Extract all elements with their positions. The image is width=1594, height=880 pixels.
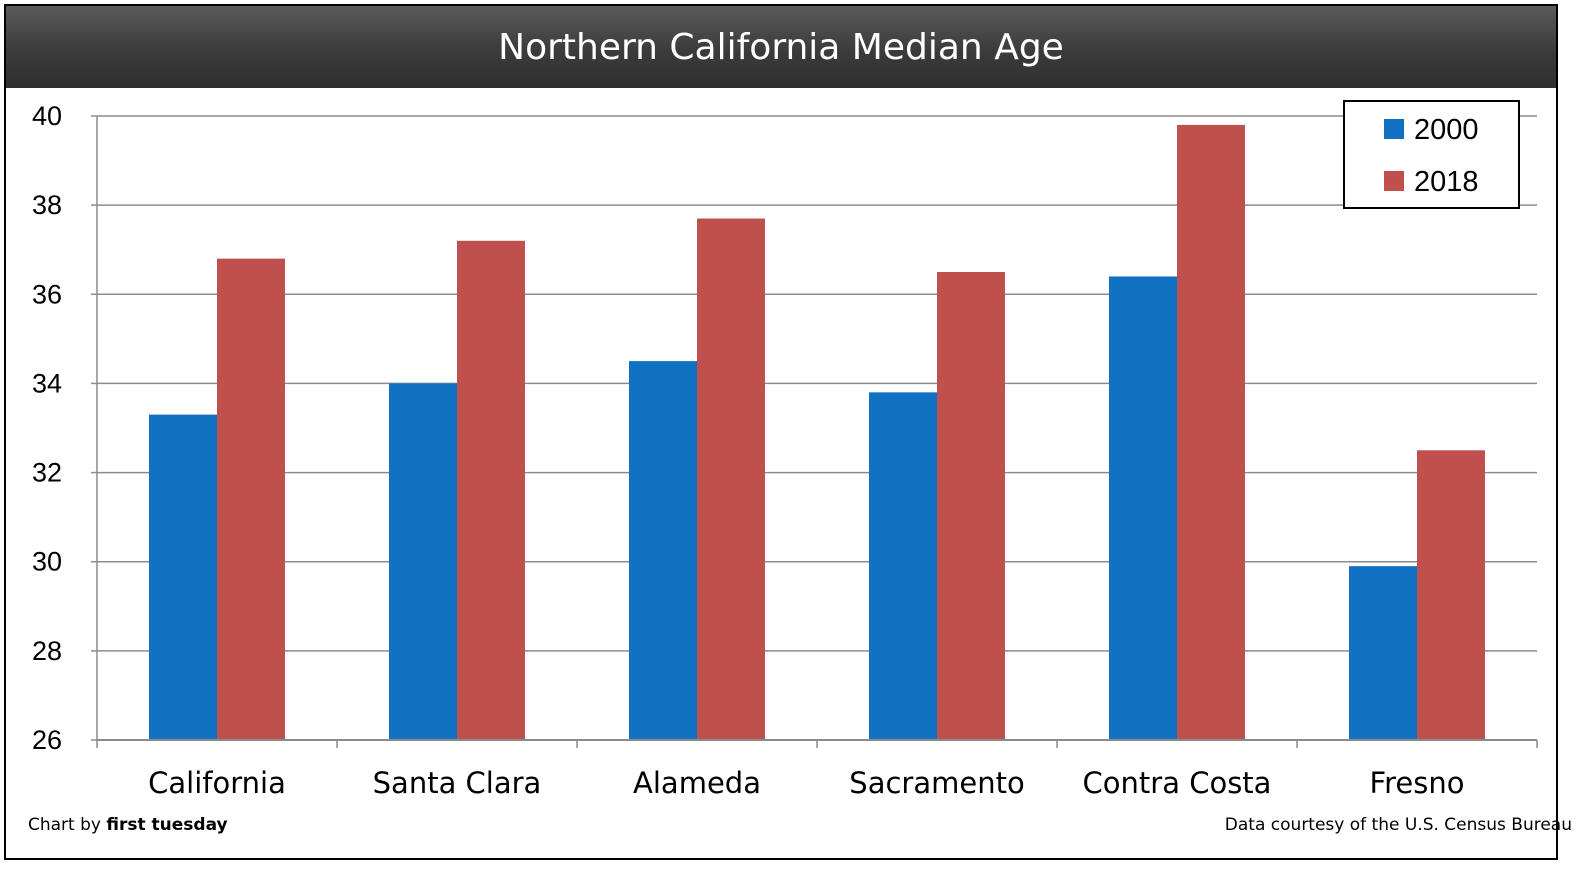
bar-2000-fresno bbox=[1349, 566, 1417, 740]
bar-2000-alameda bbox=[629, 361, 697, 740]
y-tick-label: 38 bbox=[32, 190, 62, 220]
bar-2018-alameda bbox=[697, 218, 765, 740]
gridlines bbox=[97, 115, 1537, 652]
x-tick-label: Alameda bbox=[633, 766, 761, 800]
bar-2018-fresno bbox=[1417, 450, 1485, 740]
x-tick-label: Fresno bbox=[1370, 766, 1465, 800]
x-axis bbox=[96, 739, 1538, 748]
bar-2018-santa-clara bbox=[457, 240, 525, 741]
y-tick-label: 34 bbox=[32, 368, 62, 398]
y-tick-label: 36 bbox=[32, 279, 62, 309]
bar-2000-santa-clara bbox=[389, 383, 457, 740]
legend-label-2018: 2018 bbox=[1414, 166, 1479, 198]
legend-label-2000: 2000 bbox=[1414, 114, 1479, 146]
legend-swatch-2000 bbox=[1384, 119, 1404, 139]
x-tick-label: California bbox=[148, 766, 286, 800]
chart-title: Northern California Median Age bbox=[6, 6, 1556, 88]
legend-swatch-2018 bbox=[1384, 171, 1404, 191]
bars bbox=[149, 124, 1485, 741]
data-source: Data courtesy of the U.S. Census Bureau bbox=[1224, 815, 1572, 835]
chart-credit-prefix: Chart by bbox=[28, 815, 107, 835]
y-tick-label: 28 bbox=[32, 636, 62, 666]
x-axis-labels: California Santa Clara Alameda Sacramento Co… bbox=[148, 766, 1464, 800]
bar-2000-contra-costa bbox=[1109, 276, 1177, 740]
x-tick-label: Sacramento bbox=[849, 766, 1024, 800]
y-tick-label: 30 bbox=[32, 547, 62, 577]
bar-2018-sacramento bbox=[937, 272, 1005, 740]
bar-2000-california bbox=[149, 414, 217, 740]
y-tick-label: 26 bbox=[32, 725, 62, 755]
legend-box bbox=[1343, 100, 1520, 209]
bar-2018-contra-costa bbox=[1177, 124, 1245, 740]
y-axis-ticks: 26 28 30 32 34 36 38 40 bbox=[32, 101, 98, 755]
bar-2018-california bbox=[217, 258, 285, 740]
legend: 2000 2018 bbox=[1343, 100, 1520, 209]
chart-credit-brand: first tuesday bbox=[106, 815, 228, 835]
y-tick-label: 32 bbox=[32, 458, 62, 488]
x-tick-label: Santa Clara bbox=[373, 766, 542, 800]
x-tick-label: Contra Costa bbox=[1083, 766, 1272, 800]
chart-credit: Chart by first tuesday bbox=[28, 815, 228, 835]
bar-2000-sacramento bbox=[869, 392, 937, 740]
y-tick-label: 40 bbox=[32, 101, 62, 131]
